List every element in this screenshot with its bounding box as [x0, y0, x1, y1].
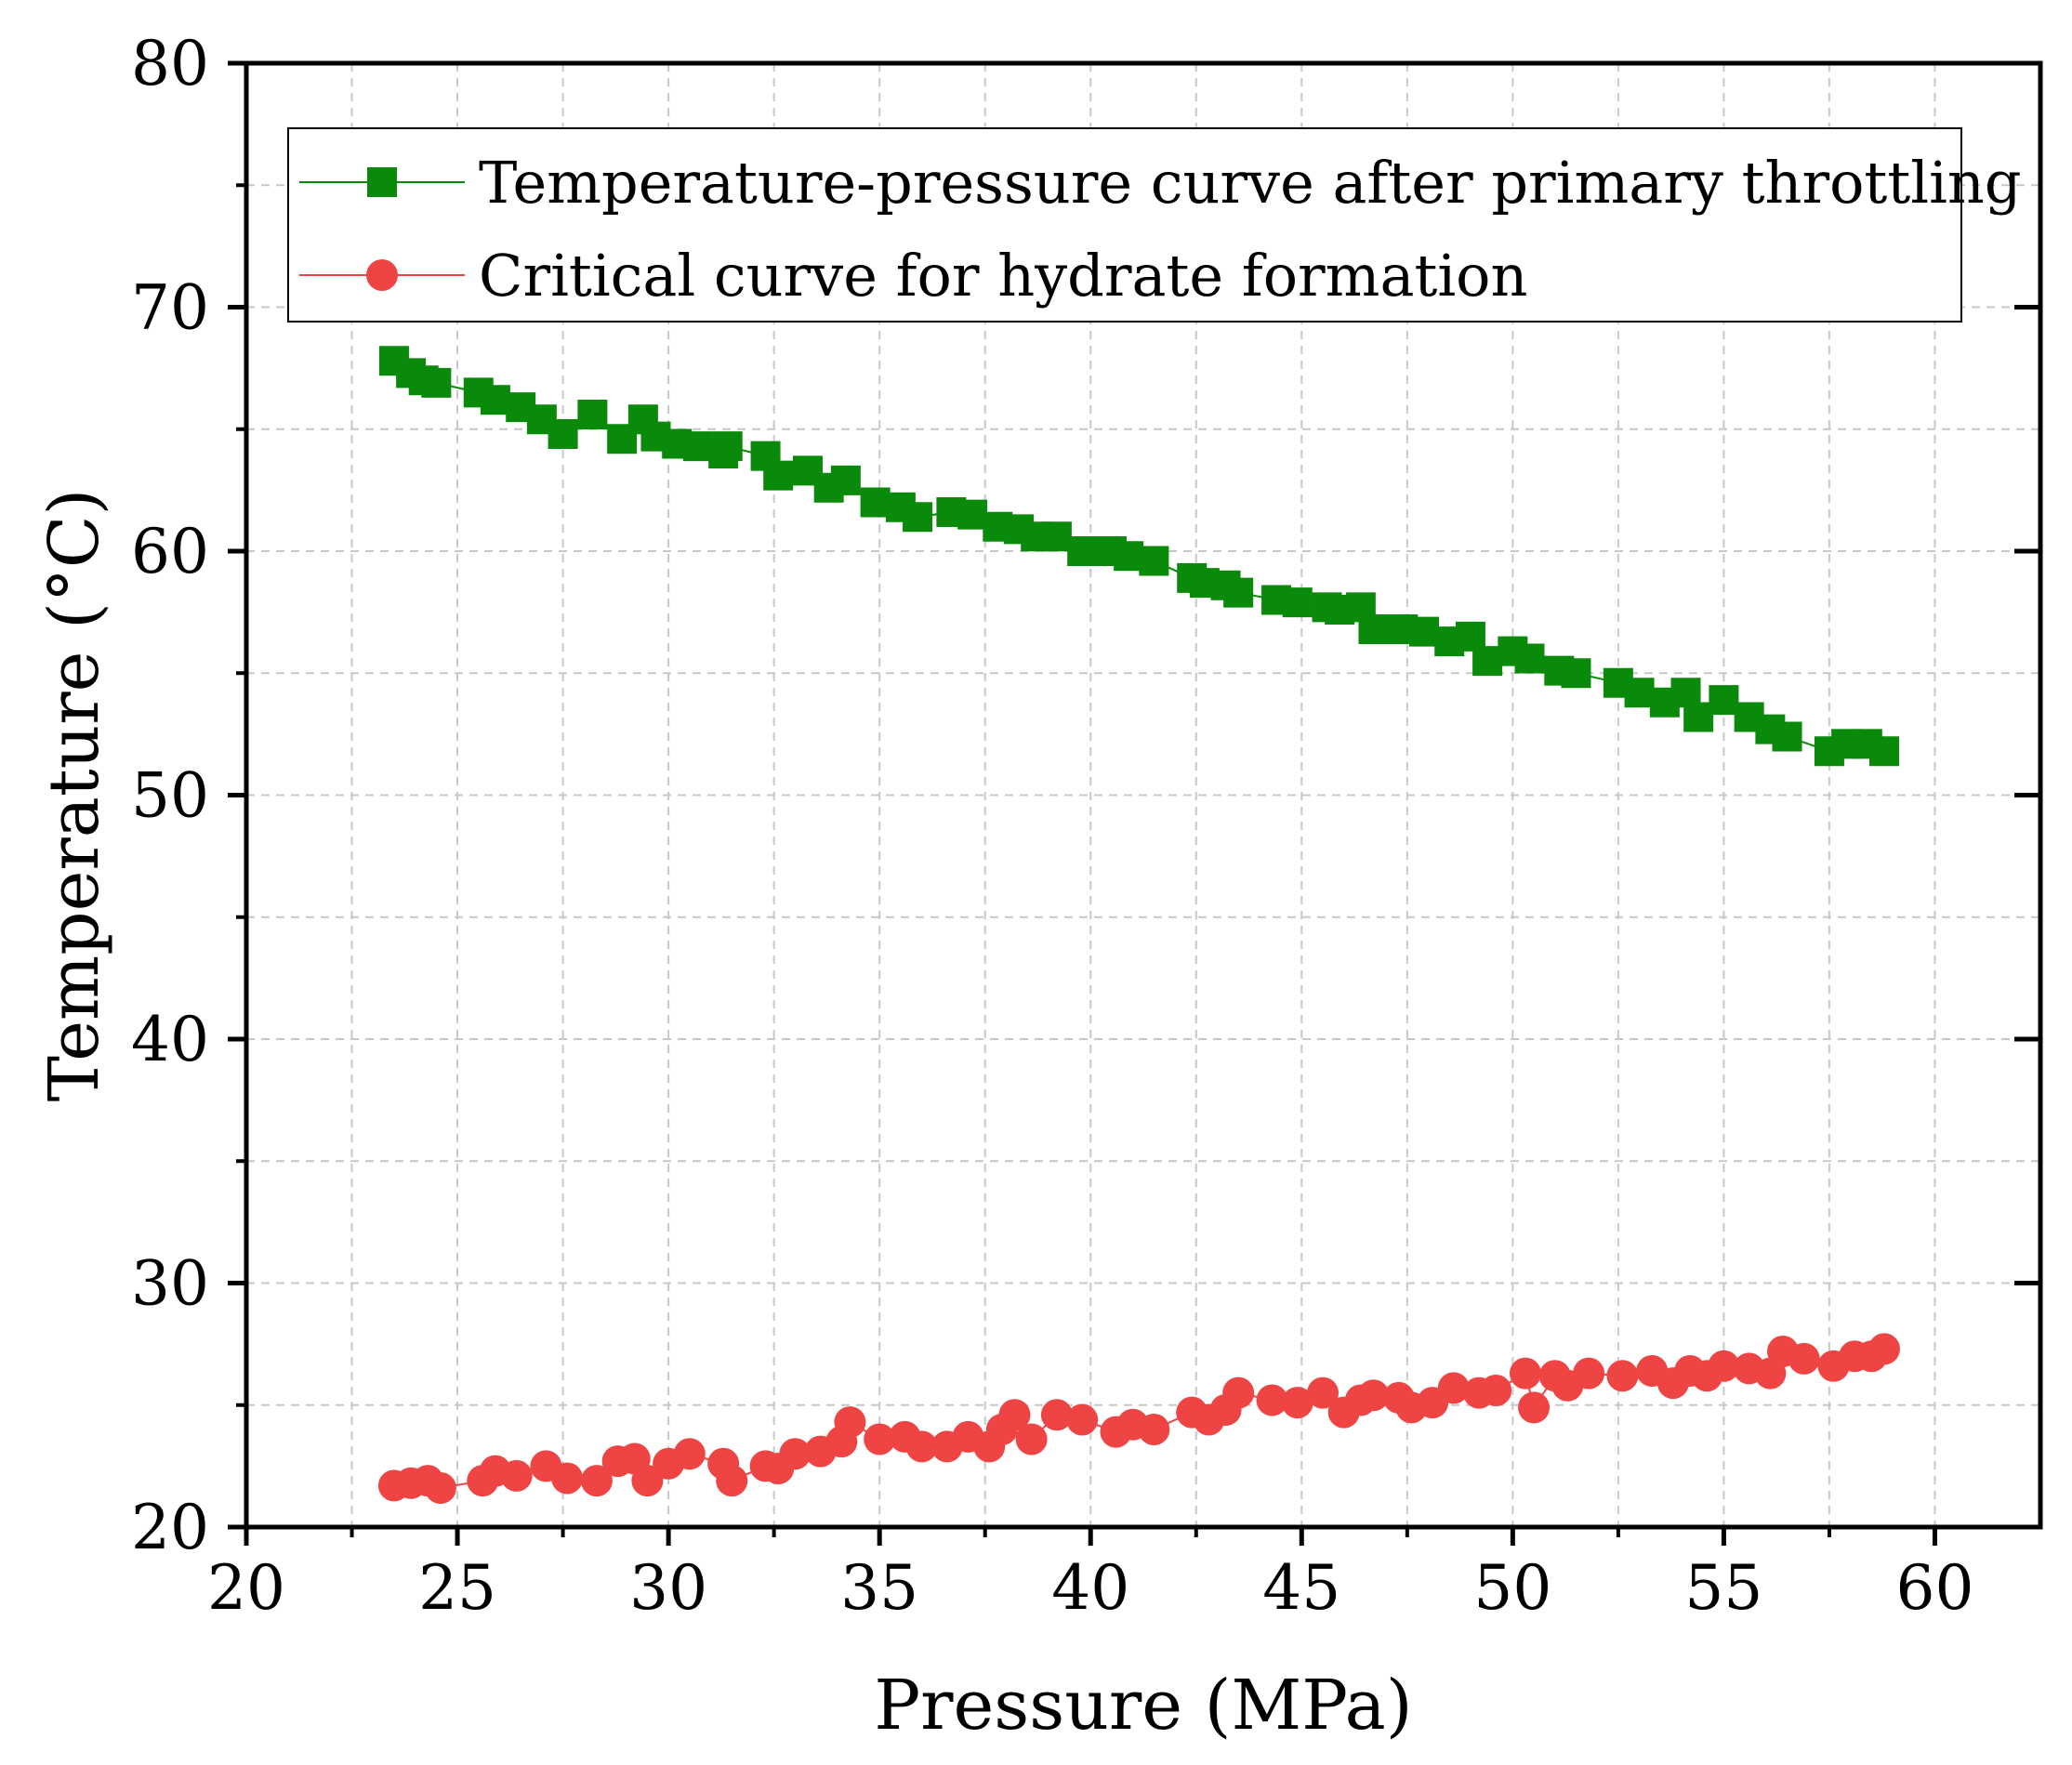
y-tick-label: 60: [131, 516, 209, 587]
data-point-circle: [1437, 1372, 1470, 1404]
data-point-circle: [1573, 1357, 1605, 1390]
x-tick-label: 50: [1473, 1552, 1551, 1624]
data-point-circle: [1708, 1350, 1740, 1382]
data-point-circle: [1357, 1379, 1390, 1412]
y-axis-title: Temperature (°C): [34, 489, 114, 1102]
data-point-square: [903, 502, 933, 533]
data-point-square: [480, 385, 510, 415]
x-tick-label: 20: [207, 1552, 285, 1624]
data-point-circle: [580, 1465, 613, 1497]
data-point-square: [830, 465, 861, 495]
data-point-square: [957, 499, 988, 530]
y-tick-label: 70: [131, 272, 209, 344]
data-point-square: [1114, 541, 1144, 572]
data-point-circle: [1788, 1342, 1820, 1375]
data-point-circle: [500, 1459, 533, 1492]
data-point-square: [1223, 577, 1254, 608]
x-tick-label: 45: [1262, 1552, 1340, 1624]
y-tick-label: 80: [131, 28, 209, 99]
data-point-square: [421, 367, 452, 398]
data-point-square: [1282, 587, 1313, 618]
data-point-square: [712, 431, 743, 462]
data-point-circle: [673, 1438, 706, 1470]
y-tick-labels: 20 30 40 50 60 70 80: [131, 28, 209, 1563]
data-point-circle: [1222, 1376, 1255, 1409]
x-tick-label: 25: [418, 1552, 496, 1624]
data-point-square: [1139, 546, 1169, 576]
y-tick-label: 50: [131, 760, 209, 832]
axis-ticks: [228, 60, 2040, 1546]
data-point-square: [1683, 702, 1714, 732]
data-point-square: [763, 460, 794, 491]
x-tick-label: 35: [840, 1552, 918, 1624]
data-point-square: [1709, 685, 1739, 716]
data-point-circle: [631, 1465, 664, 1497]
data-point-circle: [716, 1465, 748, 1497]
data-point-square: [860, 487, 891, 518]
data-point-square: [1514, 643, 1545, 674]
data-point-circle: [905, 1430, 938, 1463]
series-hydrate-critical: [377, 1333, 1900, 1504]
data-point-circle: [1606, 1360, 1639, 1392]
x-tick-label: 40: [1051, 1552, 1129, 1624]
x-tick-label: 55: [1684, 1552, 1762, 1624]
data-point-square: [1041, 521, 1072, 552]
y-tick-label: 20: [131, 1492, 209, 1563]
legend-label-hydrate-critical: Critical curve for hydrate formation: [479, 242, 1527, 310]
x-tick-label: 60: [1895, 1552, 1973, 1624]
series-layer: [377, 346, 1900, 1504]
data-point-square: [682, 431, 713, 462]
data-point-square: [548, 419, 578, 449]
data-point-circle: [1066, 1403, 1099, 1436]
legend-label-primary-throttling: Temperature-pressure curve after primary…: [479, 149, 2022, 217]
data-point-circle: [864, 1423, 896, 1455]
data-point-circle: [1867, 1333, 1900, 1365]
data-point-circle: [1281, 1387, 1313, 1419]
legend: Temperature-pressure curve after primary…: [287, 127, 2022, 323]
y-tick-label: 40: [131, 1004, 209, 1075]
x-tick-label: 30: [629, 1552, 707, 1624]
data-point-circle: [1307, 1376, 1339, 1409]
data-point-circle: [1138, 1414, 1170, 1445]
data-point-circle: [1480, 1375, 1512, 1406]
data-point-circle: [1256, 1384, 1288, 1416]
data-point-square: [1772, 721, 1802, 752]
data-point-square: [1868, 736, 1899, 767]
data-point-circle: [1518, 1391, 1551, 1424]
legend-marker-square: [367, 167, 397, 197]
data-point-circle: [551, 1462, 584, 1495]
data-point-square: [1624, 678, 1655, 708]
data-point-circle: [1040, 1399, 1073, 1431]
data-point-circle: [779, 1438, 812, 1470]
x-axis-title: Pressure (MPa): [874, 1666, 1412, 1745]
data-point-circle: [424, 1472, 456, 1504]
legend-box: [287, 127, 1962, 323]
data-point-circle: [1509, 1357, 1541, 1390]
y-tick-label: 30: [131, 1248, 209, 1320]
x-tick-labels: 20 25 30 35 40 45 50 55 60: [207, 1552, 1973, 1624]
data-point-circle: [834, 1406, 866, 1439]
legend-entry-primary-throttling: Temperature-pressure curve after primary…: [299, 149, 2022, 217]
data-point-square: [577, 400, 608, 429]
legend-marker-circle: [366, 259, 398, 291]
data-point-square: [1067, 536, 1098, 566]
data-point-square: [1561, 658, 1591, 689]
data-point-circle: [998, 1399, 1031, 1431]
data-point-square: [1358, 614, 1389, 644]
series-primary-throttling: [378, 346, 1899, 767]
data-point-circle: [1015, 1423, 1048, 1455]
data-point-square: [1408, 616, 1439, 647]
legend-entry-hydrate-critical: Critical curve for hydrate formation: [299, 242, 1527, 310]
data-point-square: [1472, 646, 1503, 677]
